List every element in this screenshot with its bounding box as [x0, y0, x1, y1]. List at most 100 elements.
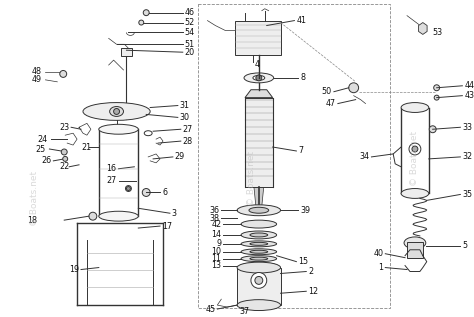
- Ellipse shape: [237, 205, 281, 216]
- Text: 31: 31: [180, 101, 190, 110]
- Text: 49: 49: [32, 75, 42, 84]
- Text: 48: 48: [32, 68, 42, 76]
- Circle shape: [63, 156, 68, 161]
- Text: 33: 33: [462, 123, 472, 132]
- Text: 47: 47: [326, 99, 336, 108]
- Ellipse shape: [241, 262, 277, 268]
- Text: 16: 16: [107, 164, 117, 173]
- Text: 37: 37: [239, 307, 249, 315]
- Circle shape: [434, 85, 439, 91]
- Ellipse shape: [241, 256, 277, 262]
- Text: 40: 40: [374, 249, 383, 258]
- Circle shape: [255, 276, 263, 284]
- Polygon shape: [254, 186, 264, 206]
- Text: 54: 54: [185, 28, 195, 37]
- Text: © Boats.net: © Boats.net: [247, 151, 256, 206]
- Text: 17: 17: [162, 222, 172, 230]
- Text: 44: 44: [465, 81, 474, 90]
- Text: 12: 12: [308, 287, 319, 296]
- Polygon shape: [419, 23, 427, 35]
- Bar: [237, 268, 281, 305]
- Text: 6: 6: [162, 188, 167, 197]
- Text: 22: 22: [59, 162, 70, 171]
- Text: 15: 15: [298, 257, 309, 266]
- Circle shape: [89, 212, 97, 220]
- Ellipse shape: [250, 250, 268, 253]
- Ellipse shape: [241, 231, 277, 239]
- Ellipse shape: [241, 249, 277, 255]
- Text: 3: 3: [172, 209, 177, 218]
- Text: 2: 2: [308, 267, 313, 276]
- Text: 39: 39: [301, 206, 310, 215]
- Ellipse shape: [250, 257, 268, 260]
- Text: 32: 32: [462, 152, 473, 161]
- Text: 52: 52: [185, 18, 195, 27]
- Ellipse shape: [99, 211, 138, 221]
- Ellipse shape: [241, 241, 277, 247]
- Text: © Boats.net: © Boats.net: [410, 131, 419, 186]
- Text: 34: 34: [359, 152, 369, 161]
- Text: 19: 19: [69, 265, 79, 274]
- Ellipse shape: [404, 237, 426, 249]
- Text: 27: 27: [106, 176, 117, 185]
- Bar: [235, 21, 281, 55]
- Ellipse shape: [250, 243, 268, 245]
- Ellipse shape: [109, 107, 124, 116]
- Text: 53: 53: [433, 28, 443, 37]
- Text: 43: 43: [465, 91, 474, 100]
- Text: 29: 29: [175, 152, 185, 161]
- Circle shape: [126, 185, 131, 191]
- Ellipse shape: [253, 75, 265, 80]
- Text: 23: 23: [59, 123, 69, 132]
- Text: 45: 45: [205, 305, 215, 314]
- Bar: [198, 4, 390, 308]
- Text: 13: 13: [211, 261, 221, 270]
- Ellipse shape: [401, 189, 429, 198]
- Ellipse shape: [244, 73, 273, 83]
- Text: 27: 27: [183, 125, 193, 134]
- Circle shape: [412, 146, 418, 152]
- Text: 21: 21: [81, 143, 91, 152]
- Text: 11: 11: [211, 254, 221, 263]
- Ellipse shape: [83, 103, 150, 120]
- Text: 7: 7: [298, 146, 303, 155]
- Text: 42: 42: [211, 220, 221, 229]
- Text: 38: 38: [210, 214, 219, 223]
- Text: 10: 10: [211, 247, 221, 256]
- Text: 18: 18: [27, 216, 37, 225]
- Text: 1: 1: [378, 263, 383, 272]
- Text: 20: 20: [185, 48, 195, 57]
- Text: 25: 25: [36, 145, 46, 153]
- Circle shape: [60, 70, 67, 77]
- Text: 5: 5: [462, 241, 467, 250]
- Circle shape: [409, 143, 421, 155]
- Polygon shape: [245, 90, 273, 98]
- Text: 41: 41: [296, 16, 306, 25]
- Circle shape: [127, 186, 130, 191]
- Circle shape: [434, 95, 439, 100]
- Ellipse shape: [237, 262, 281, 273]
- Circle shape: [142, 189, 150, 197]
- Circle shape: [251, 273, 267, 288]
- Ellipse shape: [401, 103, 429, 113]
- Text: 14: 14: [211, 230, 221, 239]
- Text: 30: 30: [180, 113, 190, 122]
- Text: 9: 9: [216, 239, 221, 248]
- Bar: [407, 242, 423, 258]
- Text: 4: 4: [255, 60, 260, 68]
- Circle shape: [139, 20, 144, 25]
- Text: 51: 51: [185, 40, 195, 49]
- Ellipse shape: [250, 233, 268, 237]
- Ellipse shape: [249, 207, 269, 213]
- Bar: [245, 98, 273, 186]
- Circle shape: [349, 83, 359, 93]
- Ellipse shape: [250, 264, 268, 267]
- Text: 46: 46: [185, 8, 195, 17]
- Text: © Boats.net: © Boats.net: [30, 171, 39, 226]
- Text: 26: 26: [42, 156, 52, 165]
- Text: 28: 28: [183, 137, 193, 146]
- Text: 35: 35: [462, 190, 473, 199]
- Circle shape: [256, 75, 262, 81]
- Circle shape: [61, 149, 67, 155]
- Text: 24: 24: [37, 135, 48, 144]
